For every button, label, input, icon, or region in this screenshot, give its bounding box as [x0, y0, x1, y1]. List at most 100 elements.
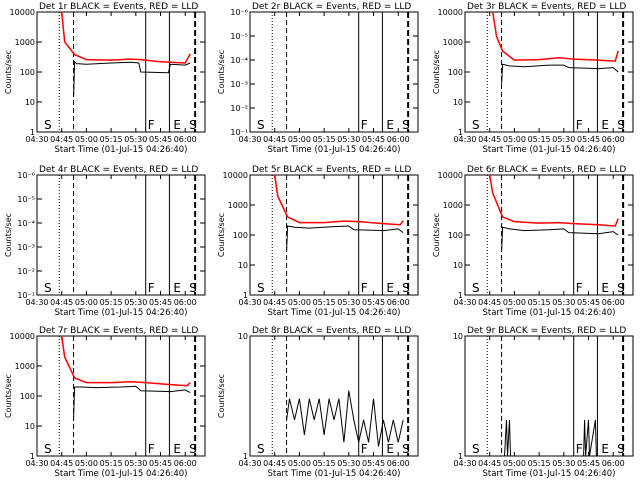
series-events-line — [73, 385, 191, 418]
x-tick-label: 05:45 — [149, 459, 172, 468]
y-tick-label: 1 — [243, 291, 248, 300]
x-tick-label: 06:00 — [387, 459, 410, 468]
panel-p7: Det 7r BLACK = Events, RED = LLD 04:30 04:… — [4, 326, 206, 479]
y-tick-label: 10⁻³ — [17, 243, 35, 252]
y-tick-label: 10⁻¹ — [230, 128, 248, 137]
panel-title: Det 7r BLACK = Events, RED = LLD — [39, 326, 198, 336]
y-tick-label: 10 — [25, 422, 35, 431]
x-tick-label: 05:15 — [313, 135, 336, 144]
x-tick-label: 05:15 — [528, 135, 551, 144]
y-tick-label: 100 — [20, 392, 35, 401]
y-tick-label: 10 — [238, 261, 248, 270]
time-marker-label: S — [402, 281, 410, 295]
time-marker-label: F — [576, 281, 583, 295]
plot-frame — [36, 174, 206, 296]
x-tick-label: 06:00 — [387, 135, 410, 144]
series-events-line — [501, 226, 619, 251]
panel-p4: Det 4r BLACK = Events, RED = LLD 04:30 04:… — [4, 165, 206, 318]
x-tick-label: 05:30 — [552, 459, 575, 468]
time-marker-label: F — [361, 118, 368, 132]
y-tick-label: 10 — [453, 261, 463, 270]
x-tick-label: 05:15 — [313, 298, 336, 307]
x-tick-label: 05:30 — [337, 135, 360, 144]
plot-frame — [464, 335, 634, 457]
y-tick-label: 10⁻¹ — [17, 291, 35, 300]
x-tick-label: 06:00 — [602, 135, 625, 144]
y-tick-label: 10⁻⁴ — [230, 56, 248, 65]
time-marker-label: S — [44, 442, 52, 456]
x-tick-label: 05:15 — [528, 459, 551, 468]
time-marker-label: F — [576, 118, 583, 132]
time-marker-label: S — [189, 281, 197, 295]
x-axis-label: Start Time (01-Jul-15 04:26:40) — [483, 308, 616, 318]
x-tick-label: 06:00 — [602, 298, 625, 307]
x-tick-label: 05:00 — [288, 135, 311, 144]
x-tick-label: 05:00 — [503, 459, 526, 468]
y-axis-label: Counts/sec — [4, 374, 13, 418]
y-tick-label: 10000 — [223, 171, 248, 180]
time-marker-label: S — [189, 118, 197, 132]
x-tick-label: 05:30 — [124, 459, 147, 468]
x-tick-label: 05:00 — [75, 298, 98, 307]
x-tick-label: 04:30 — [238, 135, 261, 144]
plot-frame — [249, 335, 419, 457]
time-marker-label: E — [173, 118, 181, 132]
plot-frame — [464, 11, 634, 133]
time-marker-label: E — [386, 281, 394, 295]
series-lld-line — [488, 174, 619, 227]
plot-frame — [36, 11, 206, 133]
x-tick-label: 05:00 — [503, 298, 526, 307]
time-marker-label: S — [402, 442, 410, 456]
time-marker-label: S — [189, 442, 197, 456]
x-tick-label: 04:30 — [238, 459, 261, 468]
time-marker-label: F — [361, 281, 368, 295]
time-marker-label: F — [148, 118, 155, 132]
time-marker-label: S — [402, 118, 410, 132]
time-marker-label: S — [472, 118, 480, 132]
x-tick-label: 04:45 — [50, 459, 73, 468]
y-tick-label: 10⁻⁶ — [230, 8, 248, 17]
y-tick-label: 100 — [20, 68, 35, 77]
y-axis-label: Counts/sec — [432, 50, 441, 94]
x-axis-label: Start Time (01-Jul-15 04:26:40) — [268, 308, 401, 318]
time-marker-label: S — [617, 442, 625, 456]
x-tick-label: 05:00 — [75, 459, 98, 468]
y-axis-label: Counts/sec — [4, 213, 13, 257]
panel-title: Det 1r BLACK = Events, RED = LLD — [39, 2, 198, 12]
panel-title: Det 3r BLACK = Events, RED = LLD — [467, 2, 626, 12]
x-tick-label: 05:45 — [149, 135, 172, 144]
x-tick-label: 05:45 — [149, 298, 172, 307]
x-tick-label: 05:00 — [288, 298, 311, 307]
y-tick-label: 10⁻⁶ — [17, 171, 35, 180]
series-events-line — [501, 63, 619, 84]
time-marker-label: E — [173, 281, 181, 295]
y-tick-label: 100 — [448, 68, 463, 77]
y-tick-label: 100 — [448, 231, 463, 240]
plot-frame — [464, 174, 634, 296]
x-tick-label: 05:45 — [362, 298, 385, 307]
x-axis-label: Start Time (01-Jul-15 04:26:40) — [55, 469, 188, 479]
panel-title: Det 4r BLACK = Events, RED = LLD — [39, 165, 198, 175]
plot-frame — [249, 11, 419, 133]
x-tick-label: 05:45 — [577, 135, 600, 144]
x-tick-label: 04:45 — [263, 459, 286, 468]
x-tick-label: 05:45 — [577, 459, 600, 468]
panel-p5: Det 5r BLACK = Events, RED = LLD 04:30 04:… — [217, 165, 419, 318]
x-tick-label: 05:45 — [362, 459, 385, 468]
panel-title: Det 2r BLACK = Events, RED = LLD — [252, 2, 411, 12]
x-tick-label: 05:00 — [503, 135, 526, 144]
x-tick-label: 04:45 — [263, 135, 286, 144]
x-tick-label: 06:00 — [602, 459, 625, 468]
y-tick-label: 10⁻⁴ — [17, 219, 35, 228]
y-tick-label: 1 — [458, 291, 463, 300]
y-tick-label: 1 — [458, 128, 463, 137]
x-tick-label: 04:30 — [453, 135, 476, 144]
x-tick-label: 06:00 — [174, 459, 197, 468]
series-lld-line — [60, 11, 191, 64]
time-marker-label: S — [617, 118, 625, 132]
x-tick-label: 05:15 — [313, 459, 336, 468]
time-marker-label: E — [601, 118, 609, 132]
x-tick-label: 04:30 — [25, 298, 48, 307]
series-lld-line — [60, 335, 191, 387]
y-tick-label: 10 — [238, 332, 248, 341]
